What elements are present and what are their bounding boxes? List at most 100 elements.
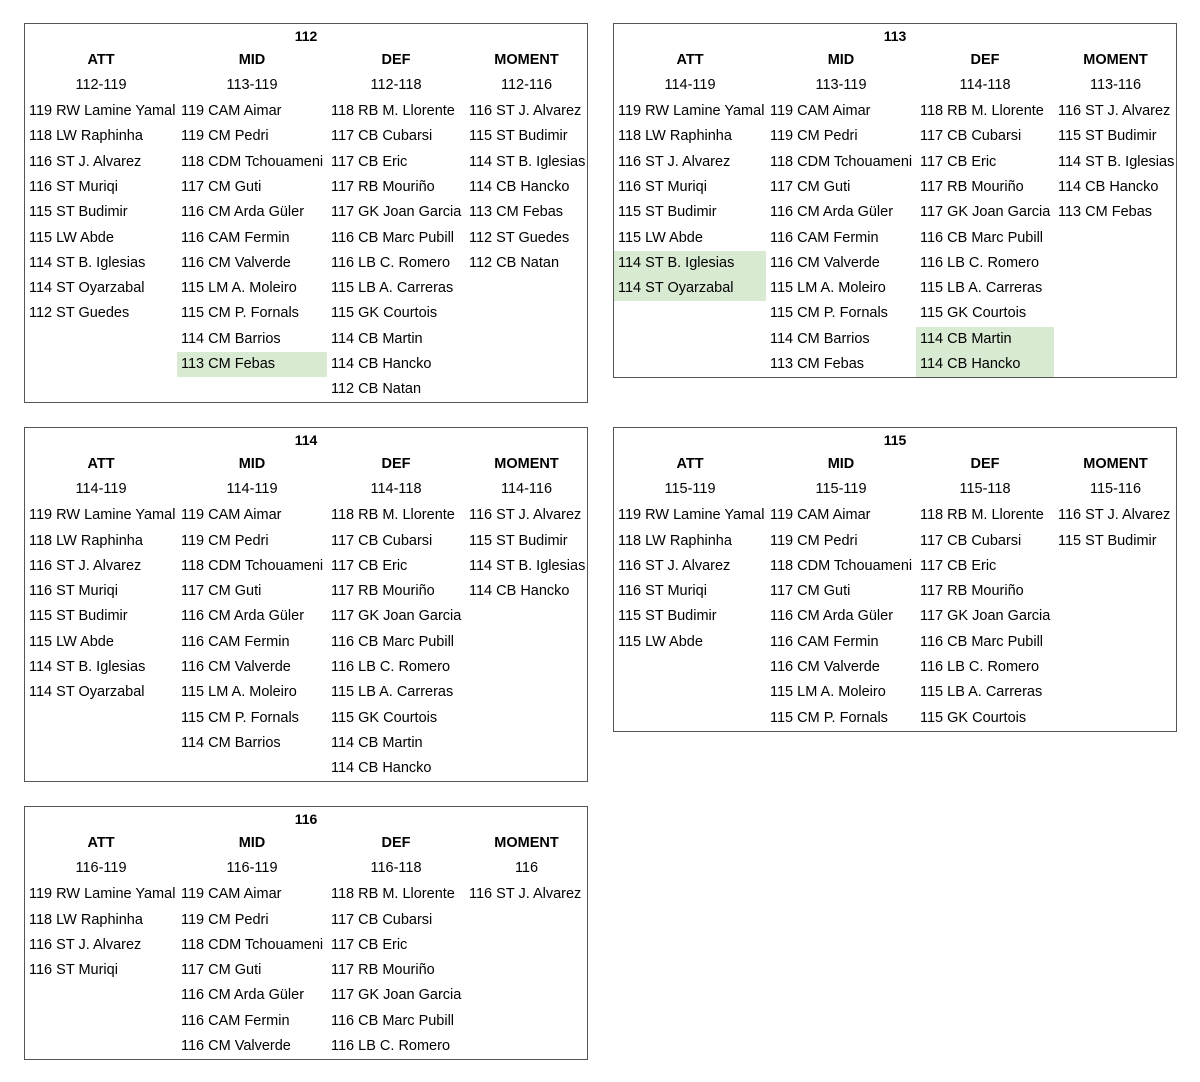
player-row: 118 LW Raphinha — [618, 532, 732, 549]
column-range: 116-119 — [75, 860, 127, 877]
panel-title: 114 — [294, 432, 318, 449]
column-header: ATT — [87, 456, 115, 473]
player-row: 113 CM Febas — [177, 352, 327, 377]
player-row: 117 GK Joan Garcia — [920, 204, 1051, 221]
player-row: 119 RW Lamine Yamal — [29, 507, 176, 524]
player-row: 116 CAM Fermin — [181, 633, 290, 650]
column-header: DEF — [970, 52, 1000, 68]
column-header: ATT — [87, 52, 115, 68]
player-row: 116 ST J. Alvarez — [29, 936, 142, 953]
column-header: MOMENT — [494, 456, 559, 473]
panel: 114 ATT 114-119 119 RW Lamine Yamal 118 LW R… — [24, 427, 588, 783]
column-header: MID — [238, 835, 266, 852]
player-row: 113 CM Febas — [770, 356, 865, 372]
column-range: 114-119 — [75, 481, 127, 498]
player-row: 118 CDM Tchouameni — [770, 557, 913, 574]
player-row: 116 CM Arda Güler — [770, 608, 894, 625]
player-row: 117 CB Eric — [331, 557, 408, 574]
player-row: 115 ST Budimir — [618, 204, 717, 221]
column-range: 115-119 — [815, 481, 867, 498]
panel-title: 112 — [294, 28, 318, 44]
player-row: 116 ST Muriqi — [29, 962, 118, 979]
player-row: 114 CB Martin — [331, 734, 423, 751]
player-row: 116 CB Marc Pubill — [331, 229, 455, 246]
player-row: 115 CM P. Fornals — [181, 709, 299, 726]
column-header: MOMENT — [1083, 52, 1148, 68]
player-row: 117 RB Mouriño — [331, 962, 435, 979]
player-row: 116 ST J. Alvarez — [29, 153, 142, 170]
player-row: 115 ST Budimir — [1058, 128, 1157, 145]
column-range: 114-119 — [664, 77, 716, 93]
player-row: 116 CAM Fermin — [181, 1012, 290, 1029]
player-row: 116 ST J. Alvarez — [1058, 103, 1171, 119]
column-header: DEF — [381, 835, 411, 852]
player-row: 116 ST J. Alvarez — [469, 886, 582, 903]
player-row: 115 LW Abde — [29, 633, 114, 650]
player-row: 119 RW Lamine Yamal — [618, 507, 765, 524]
player-row: 115 LB A. Carreras — [331, 684, 454, 701]
column-range: 115-118 — [959, 481, 1011, 498]
player-row: 116 ST J. Alvarez — [469, 507, 582, 524]
player-row: 116 CM Arda Güler — [181, 987, 305, 1004]
column-range: 116-118 — [370, 860, 422, 877]
player-row: 117 RB Mouriño — [920, 178, 1024, 195]
column-header: DEF — [381, 456, 411, 473]
player-row: 117 CM Guti — [181, 178, 262, 195]
player-row: 116 CM Arda Güler — [181, 204, 305, 221]
player-row: 116 CAM Fermin — [770, 633, 879, 650]
column-range: 116-119 — [226, 860, 278, 877]
player-row: 115 ST Budimir — [618, 608, 717, 625]
player-row: 117 CB Cubarsi — [331, 532, 433, 549]
panel: 112 ATT 112-119 119 RW Lamine Yamal 118 LW R… — [24, 23, 588, 404]
player-row: 119 CM Pedri — [181, 532, 269, 549]
player-row: 114 CB Hancko — [1058, 178, 1159, 195]
player-row: 118 RB M. Llorente — [331, 507, 455, 524]
column-range: 113-119 — [226, 77, 278, 93]
column-header: MOMENT — [494, 52, 559, 68]
player-row: 117 RB Mouriño — [331, 178, 435, 195]
player-row: 118 LW Raphinha — [29, 128, 143, 145]
player-row: 119 CM Pedri — [181, 911, 269, 928]
player-row: 116 LB C. Romero — [331, 254, 451, 271]
player-row: 114 CM Barrios — [181, 330, 281, 347]
player-row: 119 CAM Aimar — [770, 103, 871, 119]
player-row: 119 RW Lamine Yamal — [618, 103, 765, 119]
player-row: 115 LM A. Moleiro — [181, 684, 297, 701]
player-row: 116 CM Valverde — [181, 659, 291, 676]
player-row: 115 ST Budimir — [469, 532, 568, 549]
player-row: 117 CM Guti — [770, 583, 851, 600]
player-row: 115 GK Courtois — [920, 709, 1027, 726]
player-row: 115 LB A. Carreras — [920, 280, 1043, 297]
player-row: 115 GK Courtois — [920, 305, 1027, 322]
player-row: 116 CM Valverde — [770, 659, 880, 676]
player-row: 117 CB Eric — [331, 153, 408, 170]
player-row: 117 CB Cubarsi — [331, 128, 433, 145]
player-row: 114 CM Barrios — [770, 330, 870, 347]
player-row: 119 CAM Aimar — [181, 886, 282, 903]
player-row: 116 CM Arda Güler — [770, 204, 894, 221]
player-row: 118 CDM Tchouameni — [181, 153, 324, 170]
column-header: ATT — [87, 835, 115, 852]
player-row: 117 CB Eric — [331, 936, 408, 953]
player-row: 117 GK Joan Garcia — [920, 608, 1051, 625]
column-header: ATT — [676, 456, 704, 473]
player-row: 112 CB Natan — [331, 381, 422, 398]
column-header: DEF — [970, 456, 1000, 473]
panel-title: 113 — [883, 28, 907, 44]
column-header: ATT — [676, 52, 704, 68]
player-row: 112 ST Guedes — [469, 229, 570, 246]
player-row: 116 CAM Fermin — [181, 229, 290, 246]
player-row: 116 CM Arda Güler — [181, 608, 305, 625]
panel-title: 115 — [883, 432, 907, 449]
player-row: 117 RB Mouriño — [331, 583, 435, 600]
column-header: MID — [238, 52, 266, 68]
player-row: 116 ST Muriqi — [29, 583, 118, 600]
player-row: 119 CAM Aimar — [181, 507, 282, 524]
column-header: MOMENT — [1083, 456, 1148, 473]
column-header: MID — [238, 456, 266, 473]
column-range: 112-119 — [75, 77, 127, 93]
player-row: 119 RW Lamine Yamal — [29, 103, 176, 119]
player-row: 116 ST Muriqi — [29, 178, 118, 195]
player-row: 117 CB Eric — [920, 557, 997, 574]
player-row: 117 CB Cubarsi — [920, 532, 1022, 549]
